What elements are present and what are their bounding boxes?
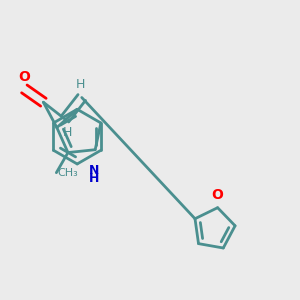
Text: H: H bbox=[88, 172, 99, 185]
Text: H: H bbox=[63, 126, 72, 139]
Text: H: H bbox=[76, 78, 85, 91]
Text: O: O bbox=[212, 188, 224, 202]
Text: O: O bbox=[18, 70, 30, 83]
Text: N: N bbox=[88, 164, 99, 177]
Text: CH₃: CH₃ bbox=[58, 168, 79, 178]
